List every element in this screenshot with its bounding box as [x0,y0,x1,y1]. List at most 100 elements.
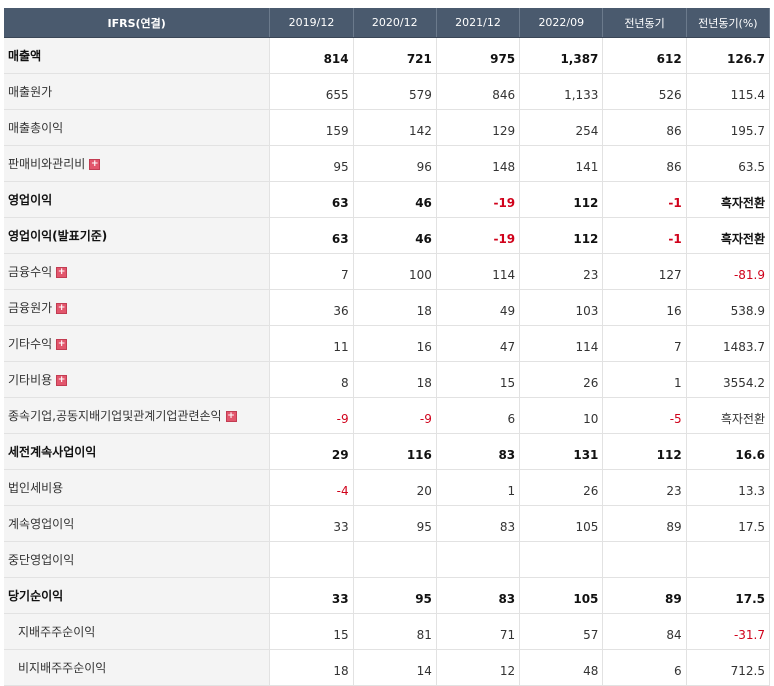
value-cell: 83 [436,505,521,542]
row-label-cell: 금융원가 + [4,289,271,326]
header-2019-12[interactable]: 2019/12 [269,8,354,38]
value-cell [436,541,521,578]
table-row: 매출액 814 721 975 1,387 612 126.7 [4,37,771,74]
value-cell: 112 [519,217,604,254]
value-cell: 112 [519,181,604,218]
value-cell: 579 [353,73,437,110]
value-cell: 126.7 [686,37,771,74]
row-label: 당기순이익 [8,589,64,603]
row-label: 영업이익 [8,193,53,207]
table-row: 금융수익 +7 100 114 23 127 -81.9 [4,253,771,290]
value-cell: 105 [519,577,604,614]
value-cell: 18 [269,649,354,686]
value-cell: 49 [436,289,521,326]
row-label: 영업이익(발표기준) [8,229,108,243]
value-cell: 16 [602,289,687,326]
row-label-cell: 기타수익 + [4,325,271,362]
row-label: 매출원가 [8,85,53,99]
value-cell: 7 [269,253,354,290]
value-cell: 814 [269,37,354,74]
value-cell: 7 [602,325,687,362]
row-label: 종속기업,공동지배기업및관계기업관련손익 [8,409,222,423]
table-row: 기타수익 +11 16 47 114 7 1483.7 [4,325,771,362]
header-2022-09[interactable]: 2022/09 [519,8,604,38]
value-cell: 15 [269,613,354,650]
expand-plus-icon[interactable]: + [56,267,68,278]
table-row: 세전계속사업이익 29 116 83 131 112 16.6 [4,433,771,470]
value-cell: 712.5 [686,649,771,686]
value-cell: -31.7 [686,613,771,650]
header-2021-12[interactable]: 2021/12 [436,8,521,38]
value-cell: 46 [353,217,437,254]
table-row: 중단영업이익 [4,541,771,578]
value-cell: -19 [436,217,521,254]
value-cell: 655 [269,73,354,110]
row-label-cell: 중단영업이익 [4,541,271,578]
value-cell: 63 [269,181,354,218]
value-cell: 12 [436,649,521,686]
value-cell: 114 [519,325,604,362]
expand-plus-icon[interactable]: + [56,375,68,386]
value-cell: 115.4 [686,73,771,110]
table-row: 기타비용 +8 18 15 26 1 3554.2 [4,361,771,398]
row-label-cell: 매출총이익 [4,109,271,146]
value-cell: 148 [436,145,521,182]
value-cell [686,541,771,578]
value-cell: 846 [436,73,521,110]
value-cell: 86 [602,109,687,146]
header-prev-period-pct[interactable]: 전년동기(%) [686,8,771,38]
value-cell: 57 [519,613,604,650]
row-label-cell: 기타비용 + [4,361,271,398]
value-cell: 3554.2 [686,361,771,398]
value-cell: 95 [353,505,437,542]
value-cell: 83 [436,433,521,470]
row-label-cell: 계속영업이익 [4,505,271,542]
value-cell: 18 [353,289,437,326]
header-prev-period[interactable]: 전년동기 [602,8,687,38]
value-cell: 16.6 [686,433,771,470]
value-cell: 96 [353,145,437,182]
row-label-cell: 법인세비용 [4,469,271,506]
table-row: 금융원가 +36 18 49 103 16 538.9 [4,289,771,326]
expand-plus-icon[interactable]: + [225,411,237,422]
value-cell: 89 [602,505,687,542]
value-cell: 14 [353,649,437,686]
value-cell: -1 [602,217,687,254]
value-cell: 612 [602,37,687,74]
value-cell: 16 [353,325,437,362]
value-cell: 975 [436,37,521,74]
value-cell: 1,387 [519,37,604,74]
value-cell: 71 [436,613,521,650]
value-cell: 26 [519,361,604,398]
value-cell: 11 [269,325,354,362]
expand-plus-icon[interactable]: + [89,159,101,170]
value-cell: -19 [436,181,521,218]
value-cell: 63 [269,217,354,254]
value-cell: 95 [353,577,437,614]
value-cell: 89 [602,577,687,614]
value-cell: 흑자전환 [686,217,771,254]
expand-plus-icon[interactable]: + [56,303,68,314]
row-label: 세전계속사업이익 [8,445,97,459]
row-label-cell: 지배주주순이익 [4,613,271,650]
header-2020-12[interactable]: 2020/12 [353,8,437,38]
value-cell: 33 [269,505,354,542]
value-cell: 127 [602,253,687,290]
value-cell: 129 [436,109,521,146]
table-row: 영업이익(발표기준) 63 46 -19 112 -1 흑자전환 [4,217,771,254]
table-body: 매출액 814 721 975 1,387 612 126.7 매출원가 655 579 846 1,… [4,37,771,686]
row-label-cell: 매출원가 [4,73,271,110]
table-row: 당기순이익 33 95 83 105 89 17.5 [4,577,771,614]
expand-plus-icon[interactable]: + [56,339,68,350]
value-cell: 116 [353,433,437,470]
row-label-cell: 당기순이익 [4,577,271,614]
value-cell: 254 [519,109,604,146]
value-cell: 6 [602,649,687,686]
value-cell: 86 [602,145,687,182]
header-ifrs[interactable]: IFRS(연결) [4,8,271,38]
row-label-cell: 금융수익 + [4,253,271,290]
value-cell: 17.5 [686,577,771,614]
financial-table: IFRS(연결) 2019/12 2020/12 2021/12 2022/09… [4,8,771,686]
table-header-row: IFRS(연결) 2019/12 2020/12 2021/12 2022/09… [4,8,771,38]
value-cell: 83 [436,577,521,614]
